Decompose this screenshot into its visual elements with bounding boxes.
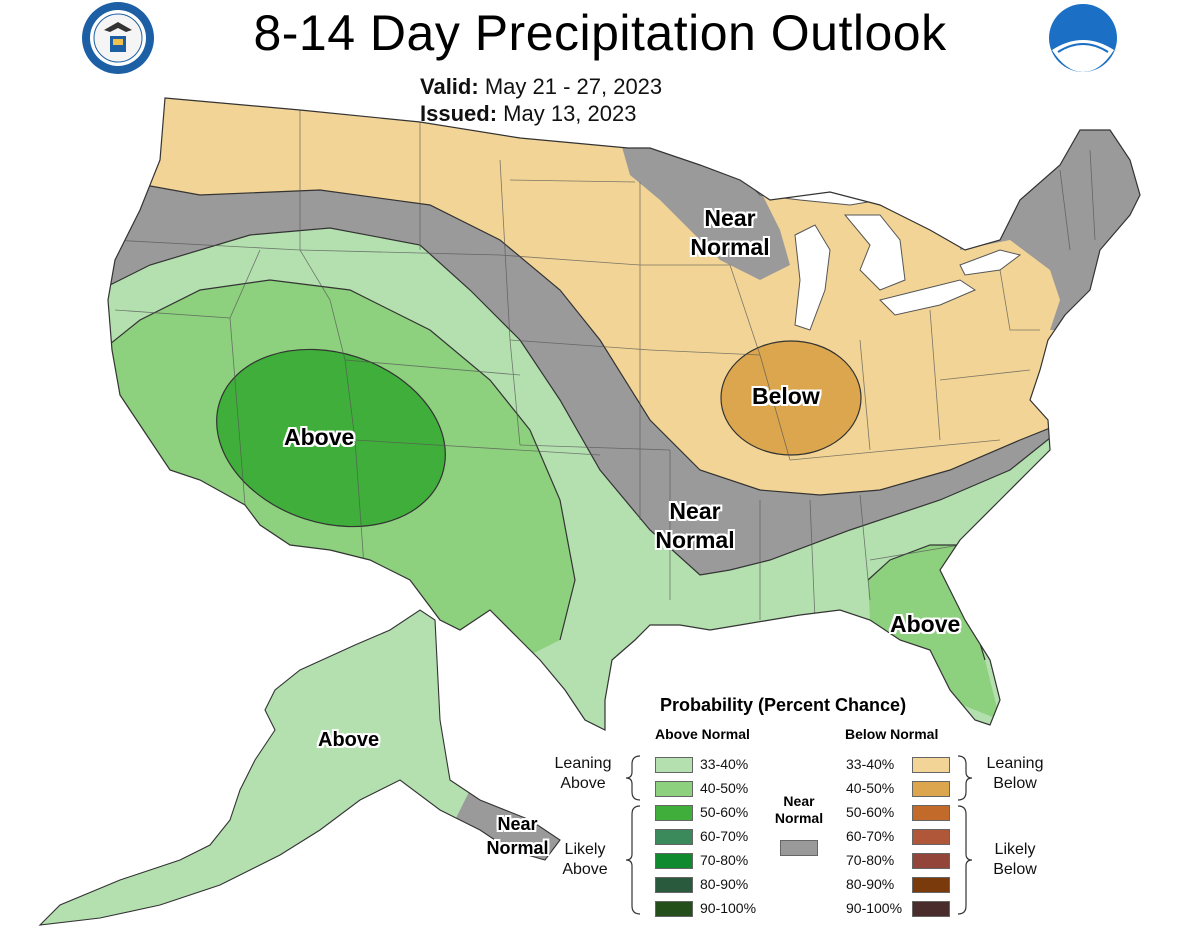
legend-below-range-label: 60-70% [846, 828, 895, 844]
legend-above-range-label: 60-70% [700, 828, 749, 844]
legend-below-range-label: 33-40% [846, 756, 895, 772]
valid-value: May 21 - 27, 2023 [484, 74, 663, 99]
legend-above-swatch [655, 757, 693, 773]
legend-above-swatch [655, 877, 693, 893]
legend-above-swatch [655, 805, 693, 821]
legend-below-range-label: 90-100% [846, 900, 903, 916]
legend-above-range-label: 70-80% [700, 852, 749, 868]
legend-likely-below: Likely Below [993, 841, 1037, 878]
legend-below-swatch [912, 805, 950, 821]
legend-below-swatch [912, 781, 950, 797]
legend-leaning-above: Leaning Above [554, 755, 612, 792]
label-above-alaska: Above [318, 729, 380, 751]
legend-below-range-label: 50-60% [846, 804, 895, 820]
label-above-southwest: Above [284, 424, 355, 450]
label-near-normal-north: Near Normal [690, 205, 770, 260]
valid-label: Valid: [420, 74, 479, 99]
legend-above-range-label: 90-100% [700, 900, 757, 916]
issued-value: May 13, 2023 [503, 101, 637, 126]
legend-near-header: Near Normal [774, 793, 824, 826]
label-near-normal-alaska: Near Normal [486, 814, 549, 858]
legend-below-range-label: 40-50% [846, 780, 895, 796]
legend-above-swatch [655, 853, 693, 869]
legend-below-range-label: 80-90% [846, 876, 895, 892]
label-near-normal-south: Near Normal [655, 498, 735, 553]
legend-below-swatch [912, 757, 950, 773]
valid-row: Valid: May 21 - 27, 2023 [420, 74, 662, 100]
legend-likely-above: Likely Above [562, 841, 608, 878]
legend-above-range-label: 50-60% [700, 804, 749, 820]
legend-below-swatch [912, 901, 950, 917]
commerce-seal-icon [82, 2, 154, 74]
legend-near-swatch [780, 840, 818, 856]
issued-label: Issued: [420, 101, 498, 126]
legend-leaning-below: Leaning Below [986, 755, 1044, 792]
page-title: 8-14 Day Precipitation Outlook [253, 5, 947, 61]
legend-below-swatch [912, 853, 950, 869]
label-below-midwest: Below [752, 383, 820, 409]
legend-above-range-label: 80-90% [700, 876, 749, 892]
noaa-logo-icon [1049, 4, 1117, 72]
legend-below-range-label: 70-80% [846, 852, 895, 868]
legend-above-swatch [655, 901, 693, 917]
label-above-southeast: Above [890, 611, 961, 637]
legend-above-swatch [655, 829, 693, 845]
legend-above-header: Above Normal [655, 726, 750, 742]
legend-below-swatch [912, 877, 950, 893]
legend-below-header: Below Normal [845, 726, 939, 742]
legend-above-swatch [655, 781, 693, 797]
noaa-logo-text: NOAA [1069, 14, 1102, 26]
legend-above-range-label: 33-40% [700, 756, 749, 772]
issued-row: Issued: May 13, 2023 [420, 101, 636, 127]
legend-title: Probability (Percent Chance) [660, 695, 907, 715]
legend-above-range-label: 40-50% [700, 780, 749, 796]
legend-below-swatch [912, 829, 950, 845]
